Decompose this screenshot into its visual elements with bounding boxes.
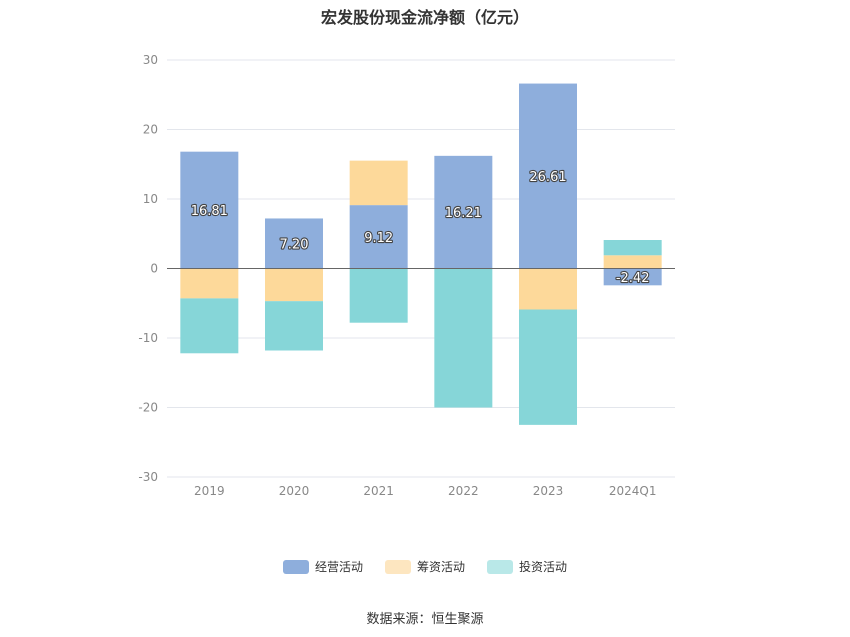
y-tick-label: -10 bbox=[138, 331, 158, 345]
chart-title: 宏发股份现金流净额（亿元） bbox=[320, 8, 529, 27]
bar-operating-2023 bbox=[519, 83, 577, 269]
bar-operating-2021 bbox=[349, 205, 408, 269]
y-tick-label: 30 bbox=[143, 53, 158, 67]
bar-financing-2019 bbox=[180, 268, 239, 299]
legend-item-investing[interactable]: 投资活动 bbox=[487, 558, 567, 575]
bar-operating-2020 bbox=[265, 218, 323, 269]
bar-financing-2021 bbox=[349, 160, 408, 206]
legend-swatch-operating bbox=[282, 559, 309, 574]
data-source: 数据来源：恒生聚源 bbox=[366, 612, 484, 627]
y-tick-label: -20 bbox=[138, 401, 158, 415]
bar-investing-2020 bbox=[265, 301, 323, 351]
bar-operating-2024Q1 bbox=[603, 268, 662, 286]
x-tick-label: 2022 bbox=[448, 484, 479, 498]
y-tick-label: -30 bbox=[138, 470, 158, 484]
bar-operating-2022 bbox=[434, 155, 493, 269]
data-label-operating-2019: 16.81 bbox=[191, 204, 228, 219]
bar-investing-2023 bbox=[519, 309, 577, 425]
y-tick-label: 20 bbox=[143, 123, 158, 137]
x-tick-label: 2024Q1 bbox=[609, 484, 657, 498]
data-label-operating-2024Q1: -2.42 bbox=[616, 271, 650, 286]
data-label-operating-2020: 7.20 bbox=[280, 237, 309, 252]
y-tick-label: 10 bbox=[143, 192, 158, 206]
bar-financing-2020 bbox=[265, 268, 323, 302]
x-tick-label: 2020 bbox=[279, 484, 310, 498]
data-label-operating-2022: 16.21 bbox=[445, 206, 482, 221]
data-label-operating-2021: 9.12 bbox=[364, 231, 393, 246]
legend-item-operating[interactable]: 经营活动 bbox=[282, 558, 363, 575]
bar-investing-2021 bbox=[349, 268, 408, 323]
legend-label-operating: 经营活动 bbox=[314, 560, 363, 574]
x-tick-label: 2021 bbox=[363, 484, 394, 498]
x-tick-label: 2023 bbox=[533, 484, 564, 498]
legend-swatch-investing bbox=[487, 559, 513, 574]
chart-legend: 经营活动 筹资活动 投资活动 bbox=[0, 558, 850, 575]
data-label-operating-2023: 26.61 bbox=[529, 170, 566, 185]
bar-financing-2024Q1 bbox=[603, 255, 662, 269]
legend-swatch-financing bbox=[384, 559, 411, 574]
bar-operating-2019 bbox=[180, 151, 239, 269]
bar-investing-2019 bbox=[180, 298, 239, 354]
legend-label-financing: 筹资活动 bbox=[416, 560, 465, 574]
bar-financing-2023 bbox=[519, 268, 577, 310]
x-tick-label: 2019 bbox=[194, 484, 225, 498]
bar-investing-2022 bbox=[434, 268, 493, 408]
legend-item-financing[interactable]: 筹资活动 bbox=[384, 558, 465, 575]
bar-investing-2024Q1 bbox=[603, 240, 662, 256]
y-tick-label: 0 bbox=[150, 262, 158, 276]
legend-label-investing: 投资活动 bbox=[519, 560, 568, 574]
